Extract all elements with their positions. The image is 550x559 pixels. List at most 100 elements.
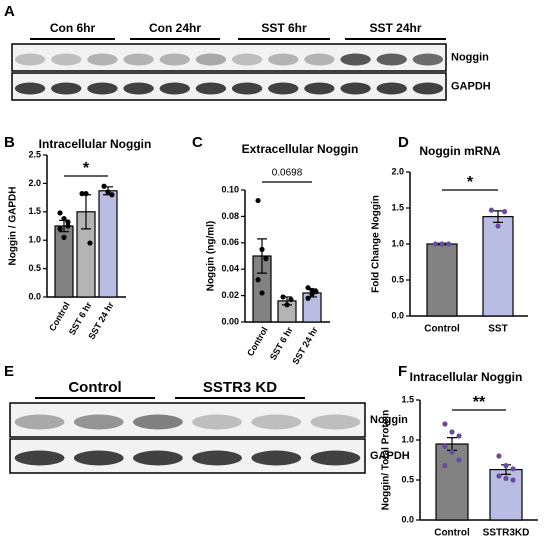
- blot-band: [412, 53, 444, 66]
- data-point: [439, 241, 445, 247]
- y-tick-label: 0.5: [401, 474, 414, 484]
- panel-letter: B: [4, 134, 15, 151]
- blot-band: [192, 450, 242, 466]
- panel-letter: A: [4, 3, 15, 20]
- chart-title: Extracellular Noggin: [242, 142, 359, 156]
- data-point: [284, 302, 290, 308]
- data-point: [496, 453, 502, 459]
- error-bar: [493, 210, 503, 223]
- blot-band: [159, 82, 190, 95]
- y-tick-label: 0.08: [221, 211, 239, 221]
- data-point: [488, 207, 494, 213]
- x-tick-label: SST 6 hr: [268, 325, 295, 362]
- data-point: [456, 457, 462, 463]
- blot-band: [192, 414, 242, 430]
- blot-row: [11, 72, 447, 101]
- data-point: [309, 291, 315, 297]
- data-point: [255, 197, 261, 204]
- data-point: [57, 210, 63, 216]
- y-tick-label: 0.0: [28, 291, 41, 301]
- x-tick-label: Control: [245, 325, 270, 358]
- x-tick-label: SST: [488, 324, 507, 335]
- y-tick-label: 0.04: [221, 264, 239, 274]
- data-point: [263, 256, 269, 262]
- group-label: Con 6hr: [50, 21, 96, 35]
- blot-band: [310, 450, 361, 466]
- band-label: Noggin: [451, 51, 489, 63]
- significance-label: *: [83, 160, 90, 177]
- data-point: [83, 191, 89, 197]
- data-point: [449, 429, 455, 435]
- blot-band: [340, 53, 371, 66]
- panel-letter: E: [4, 363, 14, 380]
- blot-band: [310, 414, 361, 430]
- y-tick-label: 1.5: [28, 206, 41, 216]
- x-tick-label: Control: [434, 528, 470, 539]
- blot-band: [14, 82, 46, 95]
- y-tick-label: 1.5: [401, 394, 414, 404]
- blot-band: [14, 53, 46, 66]
- data-point: [288, 296, 294, 303]
- data-point: [305, 295, 311, 301]
- data-point: [309, 287, 315, 293]
- data-point: [57, 226, 63, 232]
- band-label: GAPDH: [451, 80, 491, 92]
- data-point: [442, 443, 448, 449]
- data-point: [510, 466, 516, 472]
- band-label: GAPDH: [370, 450, 410, 462]
- data-point: [259, 246, 265, 252]
- blot-band: [195, 82, 227, 95]
- bar: [98, 190, 118, 298]
- data-point: [280, 294, 286, 300]
- group-label: SSTR3 KD: [203, 379, 277, 396]
- y-axis-label: Fold Change Noggin: [371, 195, 382, 293]
- data-point: [61, 234, 67, 240]
- data-point: [313, 289, 319, 295]
- data-point: [496, 473, 502, 479]
- blot-band: [412, 82, 444, 95]
- blot-row: [11, 43, 447, 72]
- y-tick-label: 0.0: [401, 514, 414, 524]
- panel-letter: C: [192, 134, 203, 151]
- chart-title: Intracellular Noggin: [39, 137, 152, 151]
- y-tick-label: 1.0: [391, 238, 404, 248]
- data-point: [510, 477, 516, 483]
- y-tick-label: 0.0: [391, 310, 404, 320]
- data-point: [305, 285, 311, 291]
- data-point: [495, 223, 501, 229]
- data-point: [101, 183, 107, 189]
- blot-band: [133, 450, 183, 466]
- x-tick-label: SSTR3KD: [483, 528, 530, 539]
- panel-letter: D: [398, 134, 409, 151]
- y-tick-label: 2.0: [391, 166, 404, 176]
- blot-band: [123, 82, 154, 95]
- blot-band: [73, 450, 124, 466]
- y-axis-label: Noggin / GAPDH: [8, 187, 19, 266]
- bar: [482, 216, 514, 317]
- blot-band: [376, 82, 407, 95]
- blot-row: [9, 438, 366, 474]
- significance-label: **: [473, 394, 486, 411]
- blot-band: [268, 82, 299, 95]
- data-point: [503, 475, 509, 481]
- y-tick-label: 0.5: [391, 274, 404, 284]
- x-tick-label: SST 24 hr: [290, 325, 320, 366]
- y-tick-label: 2.5: [28, 149, 41, 159]
- group-label: SST 24hr: [369, 21, 421, 35]
- bar: [426, 243, 458, 317]
- blot-band: [340, 82, 371, 95]
- chart-title: Intracellular Noggin: [410, 370, 523, 384]
- data-point: [109, 192, 115, 198]
- y-tick-label: 0.02: [221, 290, 239, 300]
- data-point: [79, 191, 85, 197]
- data-point: [87, 240, 93, 246]
- chart-title: Noggin mRNA: [419, 144, 501, 158]
- data-point: [255, 277, 261, 283]
- blot-band: [231, 53, 263, 66]
- data-point: [503, 463, 509, 469]
- data-point: [61, 216, 67, 222]
- blot-band: [133, 414, 183, 430]
- y-axis-label: Noggin (ng/ml): [206, 221, 217, 292]
- y-tick-label: 0.00: [221, 316, 239, 326]
